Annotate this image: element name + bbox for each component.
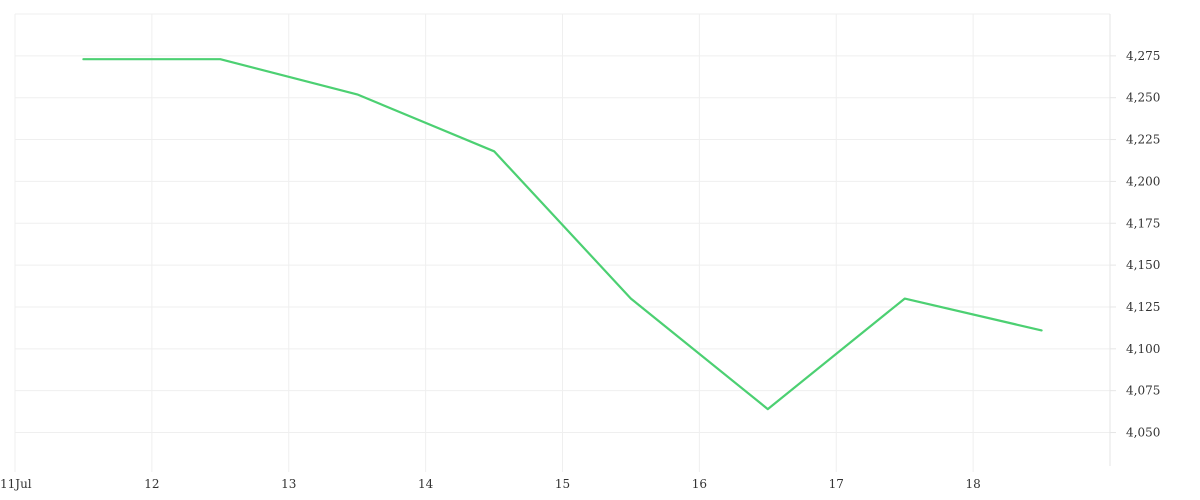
y-tick-label: 4,125 (1126, 300, 1160, 314)
y-tick-label: 4,075 (1126, 384, 1160, 398)
y-tick-label: 4,150 (1126, 258, 1160, 272)
x-tick-label: 14 (418, 477, 434, 491)
x-tick-label: 15 (555, 477, 570, 491)
x-tick-label: 16 (692, 477, 707, 491)
horizontal-gridlines (15, 13, 1116, 434)
vertical-gridlines (14, 14, 974, 472)
y-tick-label: 4,100 (1126, 342, 1160, 356)
y-axis-ticks: 4,050 4,075 4,100 4,125 4,150 4,175 4,200 4,225… (1126, 49, 1160, 440)
y-tick-label: 4,050 (1126, 426, 1160, 440)
x-tick-label: 17 (829, 477, 844, 491)
y-tick-label: 4,175 (1126, 216, 1160, 230)
series-layer (82, 58, 1043, 411)
y-tick-label: 4,275 (1126, 49, 1160, 63)
series-line (82, 58, 1043, 411)
x-tick-label: 13 (281, 477, 296, 491)
y-tick-label: 4,200 (1126, 174, 1160, 188)
y-tick-label: 4,225 (1126, 133, 1160, 147)
x-tick-label: 18 (965, 477, 980, 491)
y-tick-label: 4,250 (1126, 91, 1160, 105)
x-tick-label: 11Jul (0, 477, 32, 491)
x-tick-label: 12 (144, 477, 159, 491)
x-axis-ticks: 11Jul 12 13 14 15 16 17 18 (0, 477, 981, 491)
